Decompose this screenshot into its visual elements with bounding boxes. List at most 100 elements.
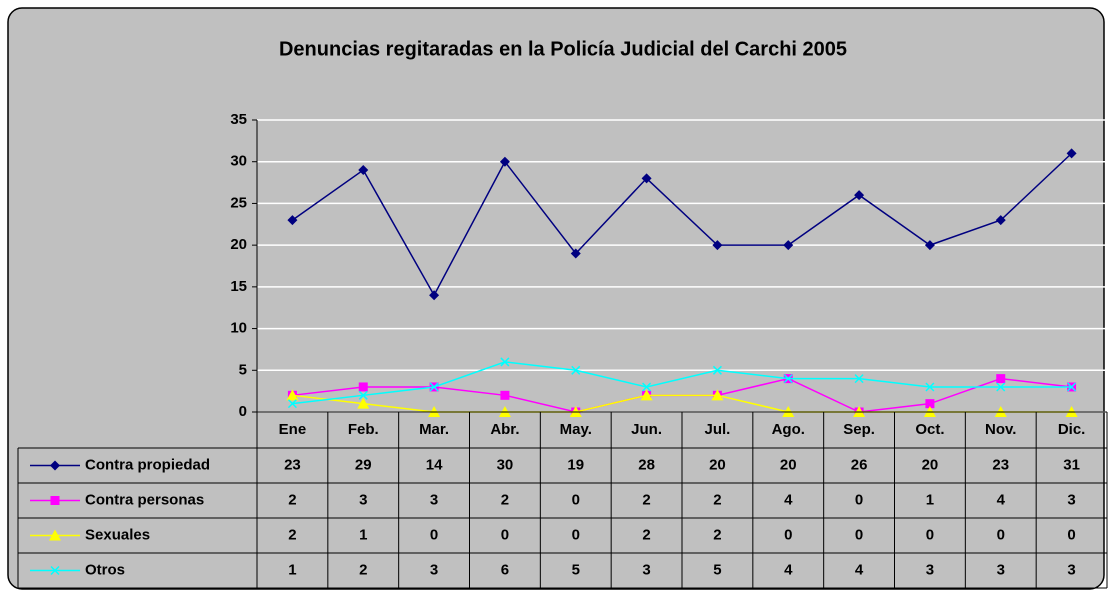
legend-marker (49, 529, 61, 541)
table-value: 3 (430, 491, 438, 508)
point (500, 390, 510, 400)
point (287, 399, 297, 409)
point (358, 165, 369, 176)
legend-marker (50, 496, 60, 505)
table-value: 0 (572, 526, 580, 543)
legend-marker (50, 565, 60, 576)
chart-title: Denuncias regitaradas en la Policía Judi… (279, 38, 847, 60)
table-value: 5 (713, 561, 721, 578)
table-value: 6 (501, 561, 509, 578)
table-value: 2 (359, 561, 367, 578)
table-value: 26 (851, 456, 868, 473)
legend-label: Contra personas (85, 491, 204, 508)
point (641, 173, 652, 184)
table-value: 29 (355, 456, 372, 473)
y-tick-label: 30 (230, 153, 247, 170)
series-line (292, 361, 1072, 405)
point (711, 389, 724, 401)
x-tick-label: Jun. (631, 421, 662, 438)
y-tick-label: 20 (230, 236, 247, 253)
series-line (291, 152, 1073, 297)
x-tick-label: Ene (279, 421, 307, 438)
point (996, 374, 1006, 384)
point (499, 156, 510, 167)
table-value: 0 (430, 526, 438, 543)
table-value: 2 (288, 526, 296, 543)
point (783, 374, 793, 384)
table-value: 0 (572, 491, 580, 508)
point (358, 390, 368, 400)
table-value: 1 (359, 526, 367, 543)
y-tick-label: 35 (230, 111, 247, 128)
table-value: 0 (855, 491, 863, 508)
table-value: 14 (426, 456, 443, 473)
point (500, 357, 510, 367)
y-tick-label: 10 (230, 320, 247, 337)
chart-frame (7, 7, 1105, 590)
point (429, 382, 439, 392)
table-value: 3 (359, 491, 367, 508)
legend-label: Otros (85, 561, 125, 578)
table-value: 20 (709, 456, 726, 473)
table-value: 3 (997, 561, 1005, 578)
table-value: 3 (926, 561, 934, 578)
point (571, 365, 581, 375)
point (570, 248, 581, 259)
table-value: 31 (1063, 456, 1080, 473)
table-value: 0 (784, 526, 792, 543)
y-tick-label: 15 (230, 278, 247, 295)
point (783, 240, 794, 251)
point (925, 399, 935, 409)
point (1066, 148, 1077, 159)
x-tick-label: Jul. (704, 421, 730, 438)
point (854, 190, 865, 201)
table-value: 0 (997, 526, 1005, 543)
table-value: 2 (501, 491, 509, 508)
legend-label: Sexuales (85, 526, 150, 543)
x-tick-label: Oct. (915, 421, 944, 438)
table-value: 30 (497, 456, 514, 473)
point (358, 382, 368, 392)
point (287, 215, 298, 226)
legend-marker (50, 460, 60, 471)
y-tick-label: 5 (239, 361, 247, 378)
x-tick-label: Mar. (419, 421, 449, 438)
table-value: 0 (501, 526, 509, 543)
table-value: 3 (1067, 561, 1075, 578)
table-value: 2 (713, 491, 721, 508)
y-tick-label: 25 (230, 194, 247, 211)
table-value: 20 (922, 456, 939, 473)
point (995, 215, 1006, 226)
y-tick-label: 0 (239, 403, 247, 420)
point (429, 290, 440, 301)
point (925, 382, 935, 392)
point (996, 382, 1006, 392)
x-tick-label: Nov. (985, 421, 1016, 438)
table-value: 5 (572, 561, 580, 578)
table-value: 2 (642, 491, 650, 508)
table-value: 23 (992, 456, 1009, 473)
point (286, 389, 299, 401)
table-value: 19 (567, 456, 584, 473)
table-value: 0 (1067, 526, 1075, 543)
table-value: 4 (784, 491, 793, 508)
table-value: 3 (642, 561, 650, 578)
point (357, 397, 370, 409)
table-value: 23 (284, 456, 301, 473)
table-value: 2 (713, 526, 721, 543)
table-value: 4 (784, 561, 793, 578)
table-value: 1 (288, 561, 296, 578)
table-value: 1 (926, 491, 934, 508)
x-tick-label: Feb. (348, 421, 379, 438)
table-value: 3 (1067, 491, 1075, 508)
point (640, 389, 653, 401)
table-value: 28 (638, 456, 655, 473)
point (924, 240, 935, 251)
table-value: 20 (780, 456, 797, 473)
x-tick-label: Sep. (843, 421, 875, 438)
x-tick-label: Dic. (1058, 421, 1086, 438)
table-value: 0 (926, 526, 934, 543)
point (712, 365, 722, 375)
x-tick-label: Abr. (490, 421, 519, 438)
